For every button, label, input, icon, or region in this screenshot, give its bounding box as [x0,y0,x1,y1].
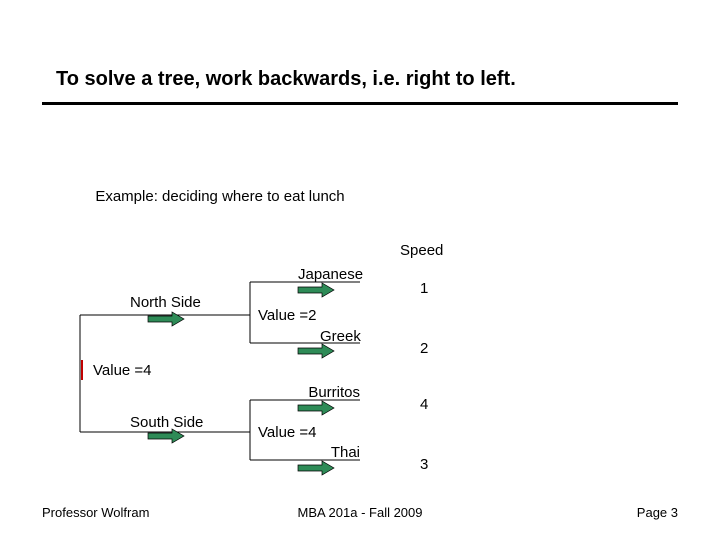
title-underline [42,102,678,105]
greek-speed: 2 [420,340,428,357]
north-value-label: Value =2 [258,307,317,324]
arrow-japanese [298,283,334,297]
thai-speed: 3 [420,456,428,473]
example-subtitle: Example: deciding where to eat lunch [90,188,350,207]
burritos-label: Burritos [308,384,360,401]
japanese-speed: 1 [420,280,428,297]
japanese-label: Japanese [298,266,360,283]
footer-course: MBA 201a - Fall 2009 [0,505,720,520]
thai-label: Thai [330,444,360,461]
arrow-thai [298,461,334,475]
speed-header: Speed [400,242,443,259]
north-side-label: North Side [130,294,201,311]
south-side-label: South Side [130,414,203,431]
arrow-greek [298,344,334,358]
south-value-label: Value =4 [258,424,317,441]
greek-label: Greek [320,328,360,345]
arrow-burritos [298,401,334,415]
arrow-south-side [148,429,184,443]
footer-page: Page 3 [637,505,678,520]
root-value-label: Value =4 [93,362,152,379]
burritos-speed: 4 [420,396,428,413]
arrow-north-side [148,312,184,326]
page-title: To solve a tree, work backwards, i.e. ri… [56,68,516,91]
